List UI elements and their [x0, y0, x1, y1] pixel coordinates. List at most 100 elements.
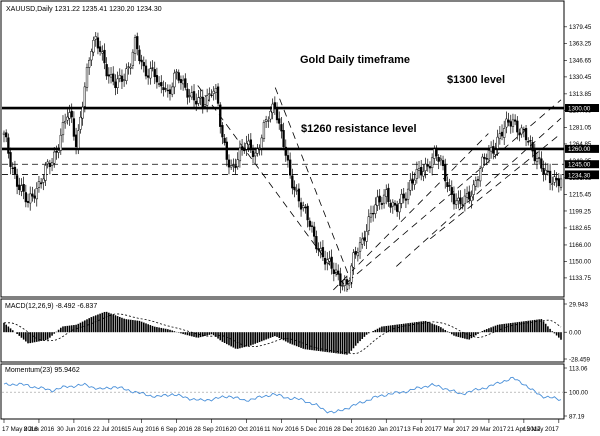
candle	[474, 176, 477, 191]
candle	[144, 59, 148, 80]
macd-title: MACD(12,26,9) -8.492 -6.837	[5, 303, 97, 310]
date-tick-label: 6 Sep 2016	[161, 426, 193, 433]
candle	[369, 205, 373, 223]
candle	[459, 190, 462, 210]
candle	[430, 153, 434, 176]
candle	[249, 133, 252, 153]
price-tick-label: 1313.85	[569, 91, 592, 98]
candle	[553, 170, 556, 186]
price-tick-label: 1166.00	[569, 242, 591, 249]
candle	[155, 67, 159, 89]
price-tick-label: 1281.05	[569, 125, 592, 132]
candle	[79, 111, 82, 134]
date-tick-label: 13 Feb 2017	[404, 426, 439, 433]
candle	[503, 120, 506, 146]
candle	[147, 68, 150, 85]
candle	[524, 124, 528, 147]
candle	[557, 173, 560, 193]
date-tick-label: 20 Jan 2017	[369, 426, 404, 433]
price-tick-label: 1133.75	[569, 275, 591, 282]
candle	[173, 69, 176, 95]
price-tick-label: 1215.45	[569, 192, 592, 199]
candle	[389, 199, 392, 213]
candle	[487, 144, 491, 164]
candle	[59, 128, 62, 155]
candle	[555, 172, 558, 188]
candle	[29, 186, 32, 211]
candle	[417, 160, 421, 179]
candle	[94, 32, 97, 47]
candle	[398, 198, 401, 220]
candle	[2, 130, 6, 143]
candle	[317, 242, 320, 257]
candle	[245, 135, 248, 157]
candle	[297, 183, 301, 208]
candle	[260, 134, 263, 156]
candle	[219, 102, 222, 134]
candle	[136, 32, 139, 56]
candle	[337, 264, 340, 281]
candle	[271, 98, 274, 120]
candle	[485, 153, 488, 166]
candle	[171, 82, 174, 98]
candle	[85, 63, 89, 92]
candle	[254, 147, 257, 164]
candle	[498, 126, 501, 145]
candle	[105, 57, 108, 80]
candle	[192, 84, 196, 108]
date-tick-label: 29 Mar 2017	[472, 426, 507, 433]
candle	[286, 147, 290, 168]
candle	[278, 111, 281, 130]
candle	[518, 128, 521, 142]
annotation-1260: $1260 resistance level	[301, 123, 417, 135]
candle	[400, 188, 403, 209]
date-tick-label: 8 Jun 2016	[24, 426, 55, 433]
price-tick-label: 1264.85	[569, 141, 592, 148]
candle	[81, 101, 84, 126]
candle	[522, 126, 526, 138]
candle	[195, 93, 198, 112]
price-tick-label: 1150.00	[569, 259, 591, 266]
candle	[98, 40, 102, 56]
candle	[505, 111, 508, 134]
candle	[509, 114, 512, 134]
candle	[299, 197, 303, 217]
candle	[205, 88, 209, 113]
candle	[273, 96, 277, 115]
candle	[267, 116, 270, 128]
candle	[112, 66, 115, 86]
trendline-2	[333, 133, 489, 291]
candle	[153, 61, 156, 85]
candle	[37, 175, 41, 193]
symbol-info: XAUUSD,Daily 1231.22 1235.41 1230.20 123…	[6, 6, 162, 13]
candle	[61, 115, 65, 143]
date-tick-label: 15 May 2017	[523, 426, 559, 433]
candle	[444, 158, 447, 189]
candle	[35, 182, 38, 207]
candle	[428, 161, 432, 173]
trendline-0	[197, 85, 349, 291]
candle	[133, 34, 137, 61]
candle	[476, 175, 480, 188]
candle	[520, 124, 523, 138]
candle	[168, 84, 172, 101]
candle	[77, 124, 80, 155]
candle	[516, 116, 519, 140]
level-badge: 1245.00	[568, 162, 591, 169]
candle	[310, 221, 314, 233]
candle	[402, 187, 405, 204]
candle	[221, 122, 224, 145]
candles	[2, 32, 563, 294]
candle	[380, 196, 384, 210]
candle	[262, 119, 266, 142]
candle	[546, 163, 550, 176]
candle	[74, 127, 78, 155]
candle	[68, 104, 71, 126]
candle	[481, 153, 484, 173]
candle	[90, 48, 93, 67]
candle	[382, 189, 386, 209]
candle	[507, 112, 510, 127]
candle	[114, 74, 117, 96]
current-price-badge: 1234.30	[568, 172, 591, 179]
